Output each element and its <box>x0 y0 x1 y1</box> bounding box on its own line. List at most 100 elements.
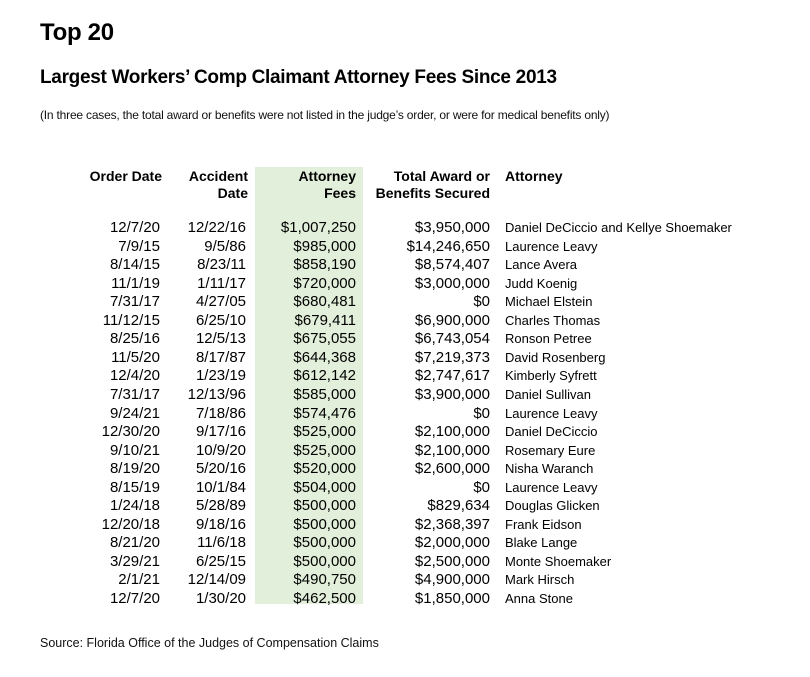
total-award-cell: $2,500,000 <box>414 552 490 570</box>
total-award-cell: $8,574,407 <box>414 256 490 274</box>
attorney-fees-cell: $520,000 <box>293 460 356 478</box>
total-award-cell: $6,900,000 <box>414 311 490 329</box>
total-award-cell: $0 <box>473 404 490 422</box>
accident-date-cell: 11/6/18 <box>197 534 246 552</box>
accident-date-cell: 12/5/13 <box>195 330 246 348</box>
total-award-cell: $0 <box>473 478 490 496</box>
table-note: (In three cases, the total award or bene… <box>40 108 610 122</box>
attorney-fees-cell: $858,190 <box>293 256 356 274</box>
attorney-fees-cell: $500,000 <box>293 534 356 552</box>
header-attorney: Attorney <box>505 168 563 185</box>
total-award-cell: $2,368,397 <box>414 515 490 533</box>
header-total-award: Total Award or Benefits Secured <box>363 168 490 202</box>
accident-date-cell: 8/23/11 <box>197 256 246 274</box>
attorney-cell: Rosemary Eure <box>505 442 596 458</box>
accident-date-cell: 12/22/16 <box>187 219 246 236</box>
order-date-cell: 11/1/19 <box>111 274 160 292</box>
attorney-cell: Lance Avera <box>505 257 578 273</box>
order-date-cell: 7/9/15 <box>118 237 160 255</box>
attorney-fees-cell: $675,055 <box>293 330 356 348</box>
attorney-cell: Frank Eidson <box>505 516 582 532</box>
attorney-cell: Anna Stone <box>505 591 573 606</box>
order-date-cell: 7/31/17 <box>109 385 160 403</box>
accident-date-cell: 12/13/96 <box>187 385 246 403</box>
attorney-cell: Judd Koenig <box>505 275 578 291</box>
header-attorney-fees: Attorney Fees <box>255 168 356 202</box>
attorney-cell: Nisha Waranch <box>505 461 594 477</box>
page-title: Top 20 <box>40 19 114 46</box>
attorney-cell: David Rosenberg <box>505 349 606 365</box>
accident-date-cell: 10/1/84 <box>195 478 246 496</box>
order-date-cell: 8/21/20 <box>109 534 160 552</box>
attorney-cell: Mark Hirsch <box>505 572 575 588</box>
accident-date-cell: 9/5/86 <box>204 237 246 255</box>
accident-date-cell: 5/20/16 <box>195 460 246 478</box>
accident-date-cell: 1/11/17 <box>197 274 246 292</box>
attorney-fees-cell: $462,500 <box>293 590 356 607</box>
header-fees-line1: Attorney <box>298 168 356 184</box>
order-date-cell: 12/20/18 <box>101 515 160 533</box>
total-award-cell: $2,100,000 <box>414 423 490 441</box>
header-total-line1: Total Award or <box>393 168 490 184</box>
attorney-fees-cell: $525,000 <box>293 441 356 459</box>
header-accident-date-line2: Date <box>217 185 248 201</box>
attorney-fees-cell: $644,368 <box>293 348 356 366</box>
order-date-cell: 12/4/20 <box>109 367 160 385</box>
attorney-fees-cell: $574,476 <box>293 404 356 422</box>
order-date-cell: 12/30/20 <box>101 423 160 441</box>
accident-date-cell: 1/30/20 <box>195 590 246 607</box>
attorney-fees-cell: $500,000 <box>293 497 356 515</box>
attorney-cell: Charles Thomas <box>505 312 601 328</box>
accident-date-cell: 10/9/20 <box>195 441 246 459</box>
attorney-cell: Monte Shoemaker <box>505 553 612 569</box>
total-award-cell: $4,900,000 <box>414 571 490 589</box>
header-total-line2: Benefits Secured <box>375 185 490 201</box>
attorney-fees-cell: $504,000 <box>293 478 356 496</box>
total-award-cell: $3,950,000 <box>414 219 490 236</box>
page-subtitle: Largest Workers’ Comp Claimant Attorney … <box>40 67 557 88</box>
order-date-cell: 12/7/20 <box>109 590 160 607</box>
attorney-fees-cell: $720,000 <box>293 274 356 292</box>
order-date-cell: 1/24/18 <box>109 497 160 515</box>
order-date-cell: 9/24/21 <box>109 404 160 422</box>
attorney-fees-cell: $585,000 <box>293 385 356 403</box>
accident-date-cell: 6/25/15 <box>195 552 246 570</box>
order-date-cell: 8/25/16 <box>109 330 160 348</box>
header-fees-line2: Fees <box>324 185 356 201</box>
total-award-cell: $1,850,000 <box>414 590 490 607</box>
header-attorney-label: Attorney <box>505 168 563 184</box>
order-date-cell: 8/15/19 <box>109 478 160 496</box>
attorney-fees-cell: $679,411 <box>294 311 356 329</box>
attorney-fees-highlight <box>255 167 363 604</box>
attorney-fees-cell: $500,000 <box>293 515 356 533</box>
total-award-cell: $0 <box>473 293 490 311</box>
total-award-cell: $14,246,650 <box>406 237 490 255</box>
total-award-cell: $829,634 <box>427 497 490 515</box>
attorney-fees-cell: $525,000 <box>293 423 356 441</box>
total-award-cell: $3,000,000 <box>414 274 490 292</box>
accident-date-cell: 9/17/16 <box>195 423 246 441</box>
order-date-cell: 11/12/15 <box>102 311 160 329</box>
attorney-cell: Laurence Leavy <box>505 405 598 421</box>
attorney-cell: Douglas Glicken <box>505 498 600 514</box>
source-note: Source: Florida Office of the Judges of … <box>40 636 379 650</box>
accident-date-cell: 5/28/89 <box>195 497 246 515</box>
total-award-cell: $6,743,054 <box>414 330 490 348</box>
attorney-cell: Ronson Petree <box>505 331 592 347</box>
attorney-cell: Michael Elstein <box>505 294 593 310</box>
accident-date-cell: 9/18/16 <box>195 515 246 533</box>
attorney-cell: Kimberly Syfrett <box>505 368 597 384</box>
total-award-cell: $7,219,373 <box>414 348 490 366</box>
attorney-fees-cell: $985,000 <box>293 237 356 255</box>
accident-date-cell: 8/17/87 <box>195 348 246 366</box>
attorney-cell: Daniel DeCiccio <box>505 424 598 440</box>
header-accident-date: Accident Date <box>160 168 248 202</box>
total-award-cell: $3,900,000 <box>414 385 490 403</box>
order-date-cell: 11/5/20 <box>111 348 160 366</box>
attorney-fees-cell: $612,142 <box>293 367 356 385</box>
total-award-cell: $2,100,000 <box>414 441 490 459</box>
attorney-cell: Laurence Leavy <box>505 238 598 254</box>
order-date-cell: 7/31/17 <box>109 293 160 311</box>
order-date-cell: 8/19/20 <box>109 460 160 478</box>
order-date-cell: 12/7/20 <box>109 219 160 236</box>
